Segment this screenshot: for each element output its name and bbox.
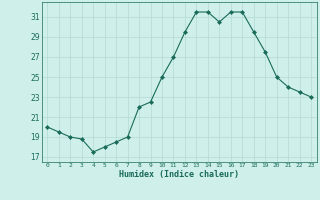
X-axis label: Humidex (Indice chaleur): Humidex (Indice chaleur)	[119, 170, 239, 179]
